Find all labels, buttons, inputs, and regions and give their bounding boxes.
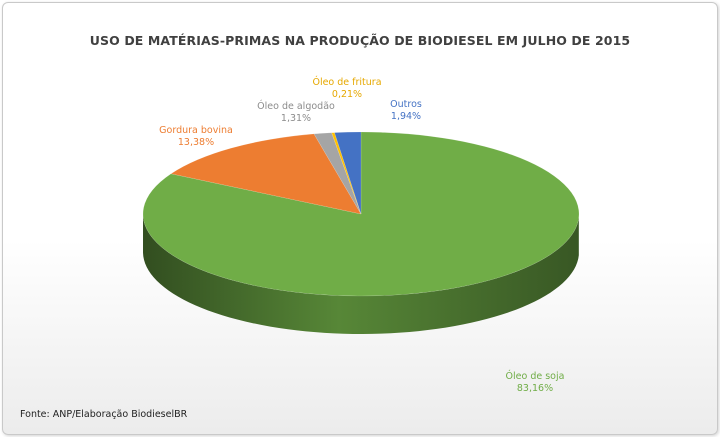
pie-slice-1 bbox=[170, 133, 362, 215]
pie-slice-3 bbox=[331, 132, 362, 215]
pie-slice-0 bbox=[142, 131, 580, 297]
pie-slice-2 bbox=[313, 132, 362, 215]
pie-slice-4 bbox=[334, 131, 362, 215]
slice-label-value-3: 0,21% bbox=[332, 89, 362, 100]
slice-label-name-0: Óleo de soja bbox=[506, 370, 565, 382]
slice-label-value-1: 13,38% bbox=[178, 137, 214, 148]
slice-label-name-2: Óleo de algodão bbox=[257, 100, 335, 112]
slice-label-name-3: Óleo de fritura bbox=[312, 76, 381, 88]
slice-label-value-2: 1,31% bbox=[281, 113, 311, 124]
slice-label-value-4: 1,94% bbox=[391, 111, 421, 122]
slice-label-value-0: 83,16% bbox=[517, 383, 553, 394]
chart-title: USO DE MATÉRIAS-PRIMAS NA PRODUÇÃO DE BI… bbox=[89, 33, 631, 48]
slice-label-name-1: Gordura bovina bbox=[159, 125, 233, 136]
slice-label-name-4: Outros bbox=[390, 99, 422, 110]
source-note: Fonte: ANP/Elaboração BiodieselBR bbox=[20, 409, 188, 420]
pie-side-0 bbox=[143, 214, 579, 334]
